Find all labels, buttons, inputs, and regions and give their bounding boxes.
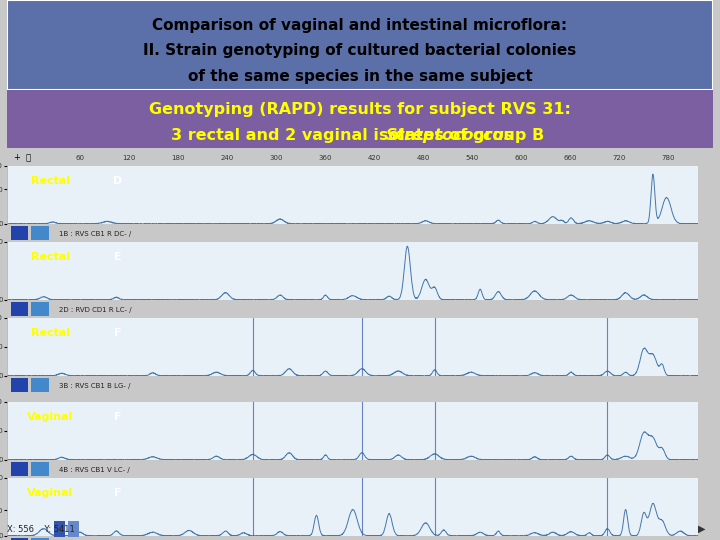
Text: II. Strain genotyping of cultured bacterial colonies: II. Strain genotyping of cultured bacter…: [143, 43, 577, 58]
Text: 120: 120: [122, 154, 135, 160]
Text: F: F: [114, 328, 122, 338]
Bar: [68, 521, 79, 537]
Text: Rectal: Rectal: [31, 176, 70, 186]
Text: Vaginal: Vaginal: [27, 412, 73, 422]
Text: 1B : RVS CB1 R DC- /: 1B : RVS CB1 R DC- /: [59, 231, 131, 237]
Text: Vaginal: Vaginal: [27, 488, 73, 498]
Text: 780: 780: [662, 154, 675, 160]
Text: 480: 480: [416, 154, 430, 160]
Text: 300: 300: [269, 154, 283, 160]
Bar: [11, 226, 28, 240]
FancyBboxPatch shape: [7, 0, 713, 90]
Text: 4B : RVS CB1 V LC- /: 4B : RVS CB1 V LC- /: [59, 467, 130, 473]
Text: 660: 660: [564, 154, 577, 160]
Text: 3 rectal and 2 vaginal isolates of group B: 3 rectal and 2 vaginal isolates of group…: [171, 128, 549, 143]
Text: 540: 540: [466, 154, 479, 160]
Text: 2D : RVD CD1 R LC- /: 2D : RVD CD1 R LC- /: [59, 307, 132, 313]
Bar: [32, 538, 49, 540]
Bar: [54, 521, 65, 537]
Text: E: E: [114, 252, 122, 262]
Bar: [32, 302, 49, 316]
Text: +  🔍: + 🔍: [14, 152, 32, 161]
Bar: [11, 378, 28, 392]
Text: F: F: [114, 412, 122, 422]
Text: Rectal: Rectal: [31, 252, 70, 262]
Bar: [11, 462, 28, 476]
Text: Rectal: Rectal: [31, 328, 70, 338]
Text: ▶: ▶: [698, 524, 706, 534]
Text: Streptococcus: Streptococcus: [386, 128, 515, 143]
Text: Comparison of vaginal and intestinal microflora:: Comparison of vaginal and intestinal mic…: [153, 18, 567, 33]
Text: 420: 420: [367, 154, 381, 160]
Bar: [32, 378, 49, 392]
Text: 180: 180: [171, 154, 185, 160]
Bar: [11, 538, 28, 540]
Text: 3B : RVS CB1 B LG- /: 3B : RVS CB1 B LG- /: [59, 383, 130, 389]
Text: of the same species in the same subject: of the same species in the same subject: [188, 69, 532, 84]
Text: X: 556    Y: 5411: X: 556 Y: 5411: [7, 524, 75, 534]
Text: 600: 600: [514, 154, 528, 160]
Text: D: D: [114, 176, 122, 186]
Text: 720: 720: [613, 154, 626, 160]
Bar: [32, 226, 49, 240]
Text: 360: 360: [318, 154, 332, 160]
Text: 60: 60: [76, 154, 84, 160]
Text: Genotyping (RAPD) results for subject RVS 31:: Genotyping (RAPD) results for subject RV…: [149, 102, 571, 117]
Bar: [11, 302, 28, 316]
Text: 240: 240: [220, 154, 234, 160]
Text: F: F: [114, 488, 122, 498]
FancyBboxPatch shape: [7, 90, 713, 148]
Bar: [32, 462, 49, 476]
